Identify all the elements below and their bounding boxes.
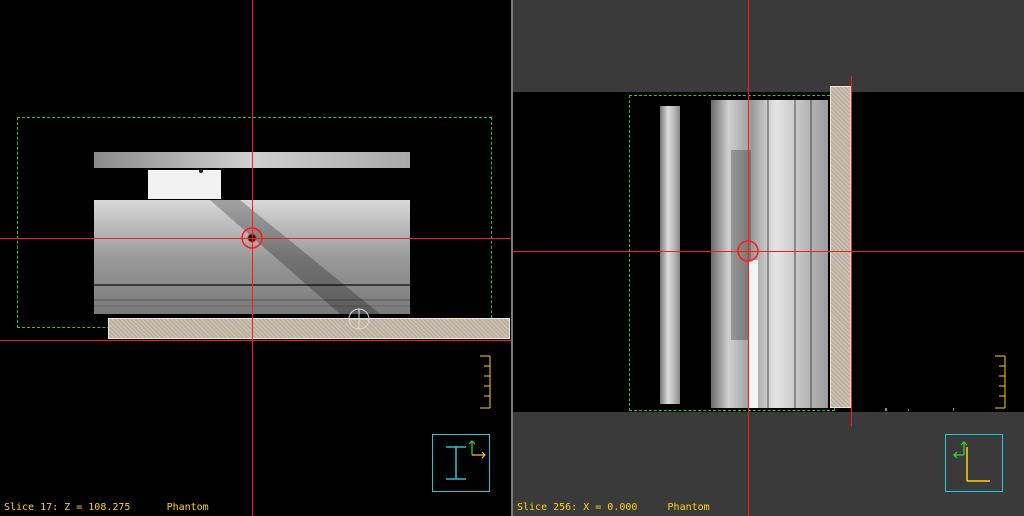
- series-name-label: Phantom: [667, 502, 710, 513]
- crosshair-vertical[interactable]: [748, 0, 749, 516]
- axial-status-bar: Slice 17: Z = 108.275 Phantom: [4, 502, 209, 514]
- viewport-divider[interactable]: [511, 0, 513, 516]
- treatment-couch: [830, 86, 851, 408]
- slice-position-label: Slice 256: X = 0.000: [517, 502, 638, 513]
- crosshair-horizontal-lower[interactable]: [0, 340, 511, 341]
- crosshair-vertical-right[interactable]: [851, 76, 852, 426]
- slice-position-label: Slice 17: Z = 108.275: [4, 502, 131, 513]
- sagittal-ct-image: [660, 100, 954, 411]
- scale-ruler: [995, 355, 1006, 409]
- crosshair-vertical[interactable]: [252, 0, 253, 516]
- scale-ruler: [480, 355, 491, 409]
- series-name-label: Phantom: [166, 502, 209, 513]
- sagittal-viewport[interactable]: Slice 256: X = 0.000 Phantom: [513, 0, 1024, 516]
- axial-orientation-icon: [432, 434, 490, 492]
- axial-viewport[interactable]: Slice 17: Z = 108.275 Phantom: [0, 0, 511, 516]
- sagittal-orientation-icon: [945, 434, 1003, 492]
- crosshair-horizontal[interactable]: [513, 251, 1024, 252]
- sagittal-status-bar: Slice 256: X = 0.000 Phantom: [517, 502, 710, 514]
- treatment-couch: [108, 318, 510, 339]
- crosshair-horizontal[interactable]: [0, 238, 511, 239]
